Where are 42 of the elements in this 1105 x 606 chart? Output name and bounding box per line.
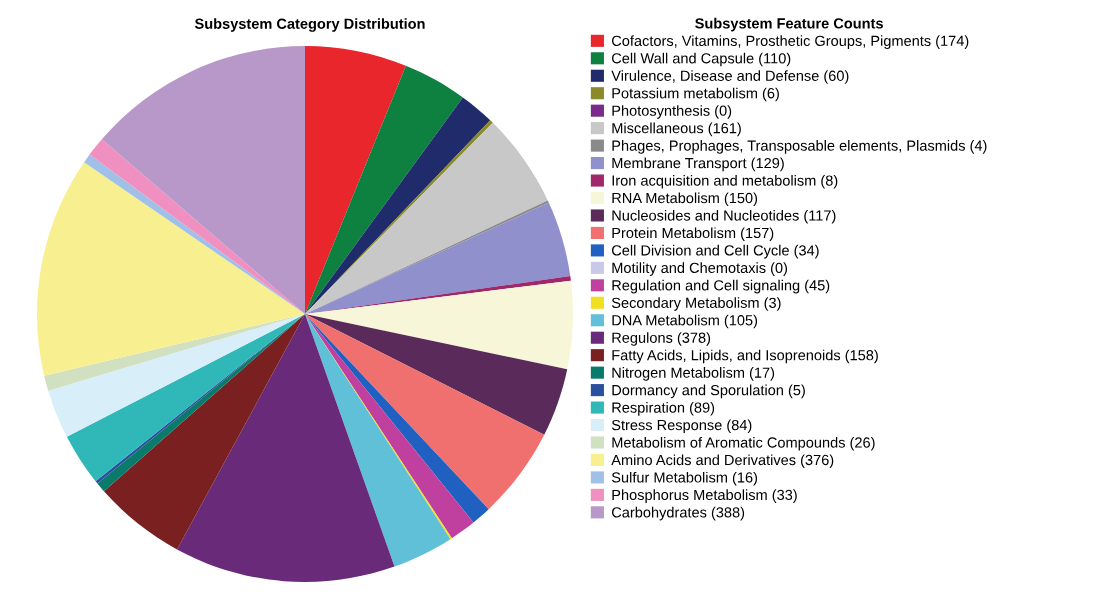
legend-label: Sulfur Metabolism (16) [611, 471, 758, 486]
legend-label: Nitrogen Metabolism (17) [612, 367, 775, 381]
legend-label: Miscellaneous (161) [612, 122, 741, 137]
legend-label: Regulons (378) [612, 332, 711, 346]
legend-label: Phosphorus Metabolism (33) [612, 489, 797, 503]
legend-label: Iron acquisition and metabolism (8) [612, 175, 838, 189]
legend-label: Metabolism of Aromatic Compounds (26) [612, 436, 875, 451]
legend-label: Photosynthesis (0) [612, 105, 732, 119]
legend-label: Membrane Transport (129) [612, 157, 784, 172]
pie-slice [305, 122, 548, 314]
legend-label: Stress Response (84) [611, 419, 752, 434]
legend-label: DNA Metabolism (105) [612, 314, 758, 329]
legend-label: Cell Division and Cell Cycle (34) [611, 244, 819, 259]
pie-slice [37, 162, 305, 376]
legend-label: RNA Metabolism (150) [612, 192, 758, 207]
legend-title: Subsystem Feature Counts [695, 17, 883, 32]
legend-label: Respiration (89) [612, 402, 715, 416]
pie-slice [305, 46, 406, 314]
pie-slice [103, 314, 305, 550]
pie-slice [305, 314, 545, 510]
legend-label: Nucleosides and Nucleotides (117) [612, 209, 836, 224]
pie-slice [305, 65, 463, 314]
chart-title: Subsystem Category Distribution [194, 18, 425, 32]
legend-label: Motility and Chemotaxis (0) [612, 262, 788, 276]
pie-slice [101, 46, 305, 314]
legend-label: Cell Wall and Capsule (110) [611, 52, 791, 67]
legend-label: Carbohydrates (388) [611, 506, 745, 521]
legend-label: Fatty Acids, Lipids, and Isoprenoids (158) [612, 349, 878, 364]
legend-label: Secondary Metabolism (3) [611, 297, 781, 311]
legend-label: Cofactors, Vitamins, Prosthetic Groups, Pigments (174) [611, 35, 969, 49]
pie-slice [305, 314, 568, 435]
pie-slice [177, 314, 395, 582]
legend-label: Potassium metabolism (6) [612, 87, 779, 102]
pie-slice [305, 275, 571, 314]
pie-slice [48, 314, 305, 437]
legend-label: Phages, Prophages, Transposable elements, Plasmids (4) [612, 140, 987, 154]
legend-label: Dormancy and Sporulation (5) [612, 384, 805, 399]
legend-label: Virulence, Disease and Defense (60) [611, 70, 849, 84]
legend-label: Protein Metabolism (157) [612, 227, 774, 241]
pie-slice [305, 280, 573, 370]
legend-label: Regulation and Cell signaling (45) [612, 279, 830, 294]
legend-label: Amino Acids and Derivatives (376) [611, 454, 834, 469]
